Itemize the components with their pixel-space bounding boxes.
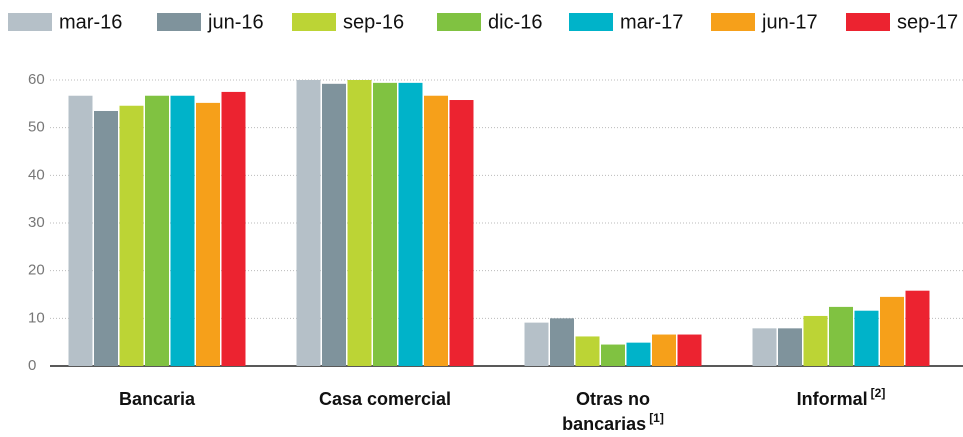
bar [778,328,802,366]
x-tick-line: Bancaria [119,389,196,409]
bar [677,334,702,366]
legend-swatch [846,13,890,31]
legend-label: sep-17 [897,11,958,33]
x-tick-line: Casa comercial [319,389,451,409]
bar [550,318,574,366]
x-tick-label: Informal [797,389,868,409]
legend-swatch [437,13,481,31]
legend-label: jun-17 [761,11,818,33]
x-tick-label: Bancaria [119,389,196,409]
y-tick-label: 60 [28,71,45,88]
bar [601,344,625,366]
bar [575,336,600,366]
bar [803,315,828,366]
bar [119,105,144,367]
bar [652,334,676,366]
bar [373,82,397,367]
x-tick-label: Casa comercial [319,389,451,409]
legend-label: sep-16 [343,11,404,33]
bar [626,342,651,366]
y-tick-label: 40 [28,166,45,183]
legend-swatch [711,13,755,31]
y-tick-label: 50 [28,119,45,136]
category-note: [2] [871,386,886,400]
bar [424,95,448,366]
legend-label: mar-16 [59,11,122,33]
bar [94,110,118,366]
bar [145,95,169,366]
bar [296,80,321,366]
bar [854,310,879,366]
legend-label: jun-16 [207,11,264,33]
x-tick-label: Otras no bancarias [562,389,650,434]
bar [68,95,93,366]
x-tick-line: Otras no [576,389,650,409]
category-note: [1] [649,411,664,425]
bar [524,322,549,366]
legend-swatch [292,13,336,31]
bar [398,82,423,367]
x-tick-line: bancarias [562,414,646,434]
bar [880,296,904,366]
bar [322,83,346,367]
bar [170,95,195,366]
x-tick-line: Informal [797,389,868,409]
legend-label: mar-17 [620,11,683,33]
bar [347,80,372,366]
legend-swatch [157,13,201,31]
bar [829,306,853,366]
bar [196,102,220,366]
y-tick-label: 20 [28,262,45,279]
bar [221,91,246,367]
bar [752,328,777,366]
y-tick-label: 30 [28,214,45,231]
legend-swatch [8,13,52,31]
legend-swatch [569,13,613,31]
bar [905,290,930,366]
bar [449,100,474,367]
legend-label: dic-16 [488,11,542,33]
y-tick-label: 10 [28,309,45,326]
y-tick-label: 0 [28,357,36,374]
